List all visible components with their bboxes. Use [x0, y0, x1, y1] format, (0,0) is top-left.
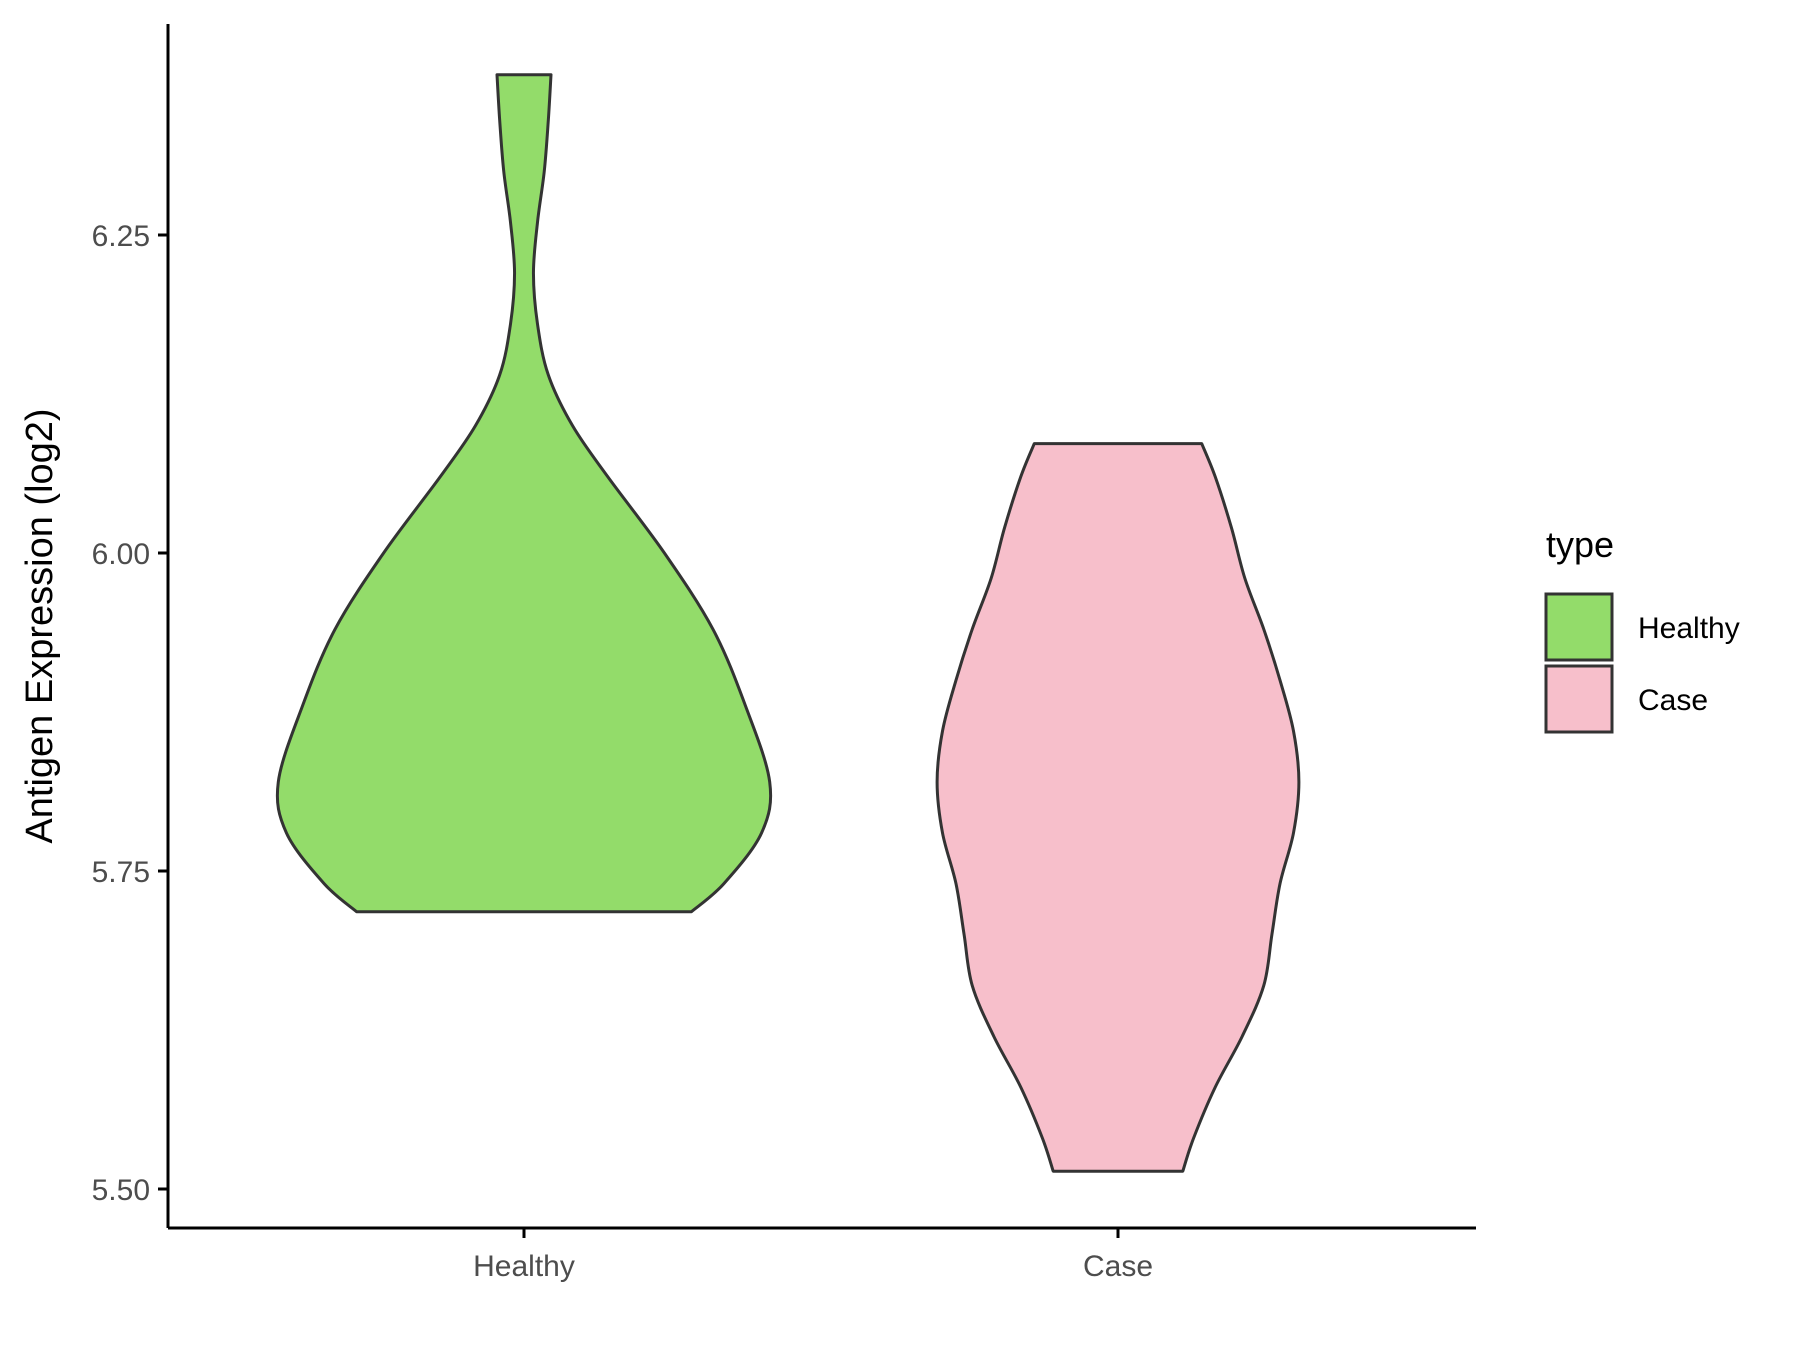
- x-tick-label: Healthy: [473, 1250, 575, 1283]
- violin-case: [935, 442, 1301, 1173]
- legend-label-healthy: Healthy: [1638, 612, 1740, 645]
- y-axis-title: Antigen Expression (log2): [19, 408, 61, 843]
- legend: type Healthy Case: [1544, 524, 1740, 734]
- y-tick-label: 6.25: [92, 220, 150, 253]
- axes-layer: [166, 24, 1476, 1230]
- y-tick-label: 5.50: [92, 1174, 150, 1207]
- y-ticks: 5.50 5.75 6.00 6.25: [92, 220, 168, 1207]
- x-tick-label: Case: [1083, 1250, 1153, 1283]
- x-ticks: Healthy Case: [473, 1228, 1153, 1283]
- legend-title: type: [1546, 524, 1614, 565]
- legend-label-case: Case: [1638, 684, 1708, 717]
- violin-healthy: [275, 73, 773, 914]
- y-tick-label: 6.00: [92, 538, 150, 571]
- legend-swatch-case: [1544, 664, 1614, 734]
- violins-layer: [275, 73, 1301, 1173]
- y-tick-label: 5.75: [92, 856, 150, 889]
- legend-swatch-healthy: [1544, 592, 1614, 662]
